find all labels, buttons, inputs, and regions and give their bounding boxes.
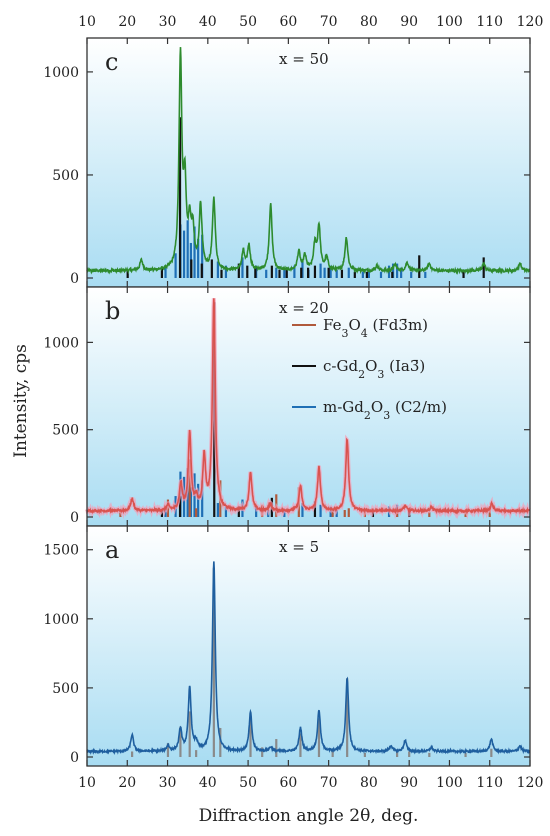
panel-a-background	[87, 526, 530, 766]
y-tick-label: 1500	[43, 543, 79, 559]
x-tick-label: 20	[118, 14, 136, 30]
x-tick-label: 60	[279, 775, 297, 791]
y-tick-label: 500	[52, 681, 79, 697]
panel-a-frame	[86, 525, 531, 767]
panel-letter: c	[105, 48, 118, 76]
series-line	[86, 561, 531, 756]
series-line	[86, 298, 531, 515]
x-tick-label: 20	[118, 775, 136, 791]
series-line	[86, 47, 531, 275]
legend-label: c-Gd2O3 (Ia3̄)	[323, 357, 425, 381]
x-tick-label: 110	[476, 775, 503, 791]
x-tick-label: 10	[78, 14, 96, 30]
composition-label: x = 5	[279, 538, 319, 556]
y-tick-label: 1000	[43, 65, 79, 81]
y-tick-label: 0	[70, 510, 79, 526]
y-tick-label: 1000	[43, 612, 79, 628]
panel-letter: b	[105, 297, 120, 325]
x-tick-label: 50	[239, 14, 257, 30]
x-tick-label: 30	[159, 14, 177, 30]
x-tick-label: 70	[320, 775, 338, 791]
x-tick-label: 120	[517, 14, 544, 30]
y-tick-label: 0	[70, 271, 79, 287]
y-tick-label: 1000	[43, 335, 79, 351]
y-axis-label: Intensity, cps	[11, 344, 31, 458]
composition-label: x = 20	[279, 299, 329, 317]
panel-c-background	[87, 38, 530, 287]
x-tick-label: 40	[199, 14, 217, 30]
x-tick-label: 60	[279, 14, 297, 30]
y-tick-label: 500	[52, 423, 79, 439]
x-tick-label: 100	[436, 14, 463, 30]
x-tick-label: 70	[320, 14, 338, 30]
panel-c: 0 500 1000 10 20 30 40 50 60 70 80 90 100 110 120 c x = …	[43, 14, 544, 288]
x-tick-label: 120	[517, 775, 544, 791]
x-tick-label: 110	[476, 14, 503, 30]
x-tick-label: 40	[199, 775, 217, 791]
x-tick-label: 30	[159, 775, 177, 791]
legend-label: Fe3O4 (Fd3̄m)	[323, 316, 428, 340]
x-tick-label: 80	[360, 775, 378, 791]
panel-a: 0 500 1000 1500 10 20 30 40 50 60 70 80 90 100 110 120 a…	[43, 525, 544, 791]
x-tick-label: 10	[78, 775, 96, 791]
x-tick-label: 50	[239, 775, 257, 791]
y-tick-label: 500	[52, 168, 79, 184]
figure-labels: Diffraction angle 2θ, deg. Intensity, cps	[11, 344, 418, 826]
y-tick-label: 0	[70, 750, 79, 766]
x-tick-label: 80	[360, 14, 378, 30]
x-axis-label: Diffraction angle 2θ, deg.	[199, 806, 419, 826]
x-tick-label: 90	[400, 775, 418, 791]
panel-letter: a	[105, 536, 119, 564]
x-tick-label: 100	[436, 775, 463, 791]
legend: Fe3O4 (Fd3̄m) c-Gd2O3 (Ia3̄) m-Gd2O3 (C2/m…	[292, 316, 447, 422]
x-tick-label: 90	[400, 14, 418, 30]
legend-label: m-Gd2O3 (C2/m)	[323, 398, 447, 422]
composition-label: x = 50	[279, 50, 329, 68]
